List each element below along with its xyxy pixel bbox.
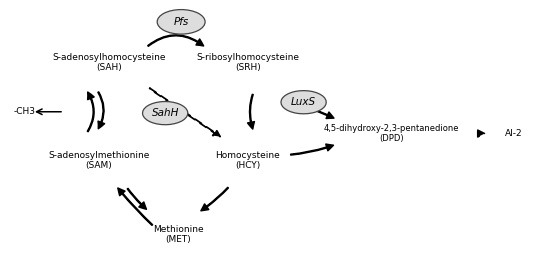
FancyArrowPatch shape xyxy=(98,92,104,129)
Text: LuxS: LuxS xyxy=(291,97,316,107)
FancyArrowPatch shape xyxy=(150,88,220,136)
Text: 4,5-dihydroxy-2,3-pentanedione
(DPD): 4,5-dihydroxy-2,3-pentanedione (DPD) xyxy=(324,124,459,143)
FancyArrowPatch shape xyxy=(118,188,153,225)
FancyArrowPatch shape xyxy=(201,187,228,211)
Ellipse shape xyxy=(281,91,326,114)
Text: Homocysteine
(HCY): Homocysteine (HCY) xyxy=(215,151,280,170)
FancyArrowPatch shape xyxy=(247,94,254,129)
Text: S-adenosylhomocysteine
(SAH): S-adenosylhomocysteine (SAH) xyxy=(53,53,166,72)
FancyArrowPatch shape xyxy=(128,188,146,209)
Text: S-adenosylmethionine
(SAM): S-adenosylmethionine (SAM) xyxy=(48,151,150,170)
Ellipse shape xyxy=(143,101,188,125)
FancyArrowPatch shape xyxy=(87,92,94,132)
Text: AI-2: AI-2 xyxy=(505,129,523,138)
Text: Methionine
(MET): Methionine (MET) xyxy=(153,225,204,244)
Text: Pfs: Pfs xyxy=(174,17,189,27)
FancyArrowPatch shape xyxy=(478,130,485,137)
Ellipse shape xyxy=(157,9,205,34)
Text: SahH: SahH xyxy=(152,108,179,118)
FancyArrowPatch shape xyxy=(148,35,203,46)
FancyArrowPatch shape xyxy=(286,100,334,118)
Text: -CH3: -CH3 xyxy=(13,107,35,116)
Text: S-ribosylhomocysteine
(SRH): S-ribosylhomocysteine (SRH) xyxy=(196,53,299,72)
FancyArrowPatch shape xyxy=(291,144,334,155)
